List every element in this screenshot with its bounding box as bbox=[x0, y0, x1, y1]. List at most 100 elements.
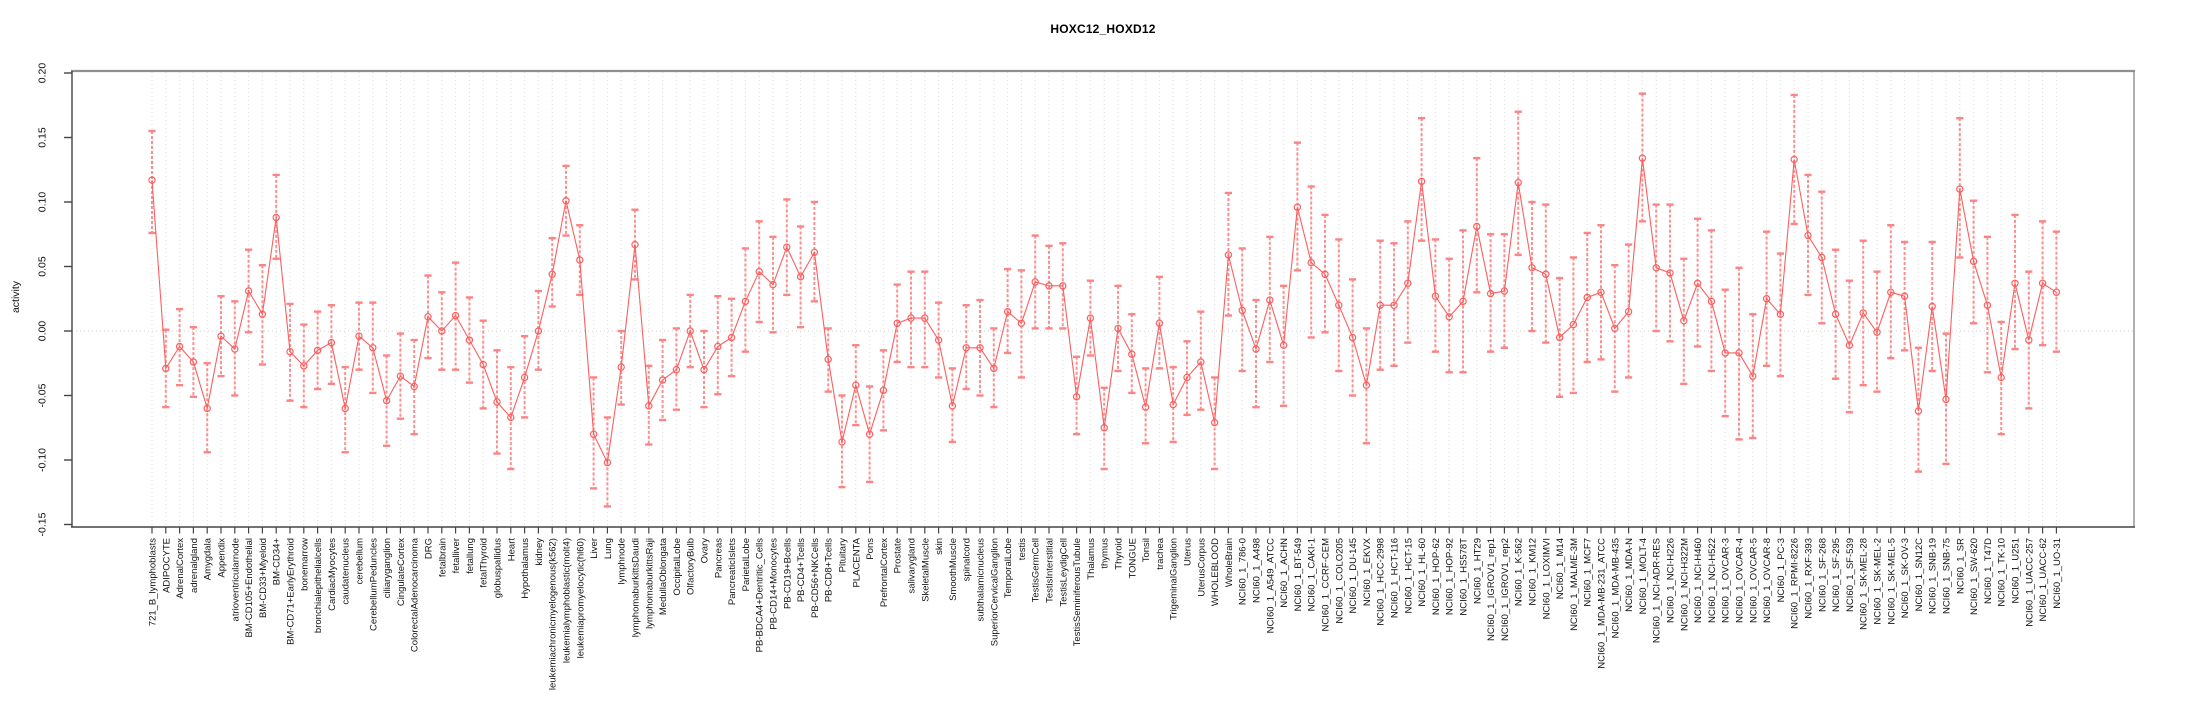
x-ticks bbox=[151, 527, 2057, 534]
x-category-label: BM-CD33+Myeloid bbox=[258, 538, 269, 618]
x-category-label: NCI60_1_UO-31 bbox=[2052, 538, 2063, 609]
data-point bbox=[1845, 341, 1854, 349]
data-point bbox=[1100, 424, 1108, 432]
y-tick-labels: 0.20 0.15 0.10 0.05 0.00 -0.05 -0.10 -0.15 bbox=[37, 63, 49, 537]
data-point bbox=[424, 313, 432, 321]
x-category-label: NCI60_1_HCT-15 bbox=[1403, 538, 1414, 614]
x-category-label: ParietalLobe bbox=[741, 538, 752, 591]
data-point bbox=[562, 197, 570, 205]
x-category-label: AdrenalCortex bbox=[175, 538, 186, 599]
y-tick-label: 0.05 bbox=[37, 256, 49, 277]
data-point bbox=[231, 345, 239, 353]
x-category-label: BM-CD71+EarlyErythroid bbox=[286, 538, 297, 645]
x-category-label: CardiacMyocytes bbox=[327, 538, 338, 611]
x-category-label: lymphnode bbox=[617, 538, 628, 584]
x-category-label: Appendix bbox=[217, 538, 228, 578]
x-category-label: NCI60_1_SN12C bbox=[1914, 538, 1925, 612]
data-point bbox=[341, 404, 349, 413]
data-point bbox=[1790, 155, 1798, 164]
x-category-label: NCI60_1_HOP-62 bbox=[1431, 538, 1442, 615]
x-category-label: NCI60_1_HCT-116 bbox=[1390, 538, 1401, 618]
x-tick-labels: 721_B_lymphoblasts ADIPOCYTE AdrenalCortex… bbox=[148, 537, 2063, 690]
x-category-label: NCI60_1_SK-MEL-2 bbox=[1873, 538, 1884, 625]
x-category-label: fetallung bbox=[465, 538, 476, 574]
x-category-label: thymus bbox=[1100, 538, 1111, 569]
data-point bbox=[217, 332, 225, 340]
data-point bbox=[175, 342, 184, 351]
data-point bbox=[1528, 264, 1536, 272]
data-point bbox=[1431, 292, 1440, 300]
data-point bbox=[1321, 270, 1329, 278]
x-category-label: TestisGermCell bbox=[1031, 538, 1042, 602]
data-point bbox=[1486, 289, 1495, 298]
x-category-label: NCI60_1_U251 bbox=[2011, 538, 2022, 604]
x-category-label: NCI60_1_SR bbox=[1955, 538, 1966, 594]
y-tick-label: -0.15 bbox=[37, 512, 49, 536]
data-point bbox=[1500, 287, 1509, 295]
data-point bbox=[1969, 257, 1978, 266]
data-point bbox=[396, 372, 405, 380]
x-category-label: TemporalLobe bbox=[1003, 538, 1014, 598]
data-point bbox=[1624, 307, 1633, 316]
data-point bbox=[990, 364, 998, 373]
x-category-label: NCI60_1_MOLT-4 bbox=[1638, 538, 1649, 614]
data-point bbox=[1348, 333, 1357, 342]
data-point bbox=[769, 280, 777, 289]
x-category-label: 721_B_lymphoblasts bbox=[148, 538, 159, 626]
x-category-label: Ovary bbox=[700, 538, 711, 564]
data-point bbox=[203, 404, 211, 413]
data-point bbox=[1017, 319, 1026, 327]
x-category-label: PB-CD19+Bcells bbox=[782, 538, 793, 609]
x-category-label: TestisLeydigCell bbox=[1058, 538, 1069, 607]
x-category-label: DRG bbox=[424, 538, 435, 559]
data-point bbox=[617, 363, 625, 371]
data-point bbox=[1514, 178, 1522, 187]
data-point bbox=[1031, 278, 1039, 286]
data-point bbox=[852, 381, 860, 389]
data-point bbox=[410, 382, 418, 391]
data-point bbox=[1128, 350, 1136, 358]
x-category-label: TestisSeminiferousTubule bbox=[1072, 538, 1083, 646]
x-category-label: NCI60_1_A549_ATCC bbox=[1265, 538, 1276, 634]
x-category-label: NCI60_1_RXF-393 bbox=[1804, 538, 1815, 619]
y-ticks bbox=[64, 72, 72, 526]
x-category-label: OlfactoryBulb bbox=[686, 538, 697, 595]
data-point bbox=[879, 386, 888, 395]
x-category-label: kidney bbox=[534, 538, 545, 566]
x-category-label: NCI60_1_MCF7 bbox=[1583, 538, 1594, 607]
y-tick-label: 0.20 bbox=[37, 63, 49, 84]
x-category-label: PB-CD56+NKCells bbox=[810, 538, 821, 618]
data-point bbox=[162, 364, 170, 373]
y-tick-label: -0.10 bbox=[37, 448, 49, 472]
data-point bbox=[369, 344, 377, 352]
x-category-label: fetalbrain bbox=[437, 538, 448, 577]
data-point bbox=[1542, 270, 1550, 278]
x-category-label: NCI60_1_MALME-3M bbox=[1569, 538, 1580, 631]
x-category-label: UterusCorpus bbox=[1196, 538, 1207, 597]
data-point bbox=[1818, 253, 1826, 262]
data-point bbox=[576, 256, 584, 264]
x-category-label: NCI60_1_NCI-H226 bbox=[1666, 538, 1677, 623]
x-category-label: NCI60_1_M14 bbox=[1555, 538, 1566, 599]
data-point bbox=[672, 366, 681, 374]
data-point bbox=[1210, 418, 1219, 427]
data-point bbox=[907, 314, 915, 322]
data-point bbox=[1059, 282, 1067, 290]
data-point bbox=[382, 396, 391, 405]
x-category-label: Liver bbox=[589, 538, 600, 559]
data-point bbox=[189, 358, 198, 366]
x-category-label: Prostate bbox=[893, 538, 904, 573]
x-category-label: NCI60_1_CCRF-CEM bbox=[1321, 538, 1332, 632]
x-category-label: Thalamus bbox=[1086, 538, 1097, 580]
x-category-label: PB-BDCA4+Dentritic_Cells bbox=[755, 538, 766, 653]
data-point bbox=[313, 346, 322, 355]
x-category-label: CerebellumPeduncles bbox=[368, 538, 379, 631]
data-point bbox=[921, 314, 929, 322]
data-point bbox=[838, 438, 846, 446]
x-category-label: PLACENTA bbox=[851, 537, 862, 587]
x-category-label: NCI60_1_HCC-2998 bbox=[1376, 538, 1387, 626]
x-category-label: bonemarrow bbox=[299, 538, 310, 591]
x-category-label: cerebellum bbox=[355, 538, 366, 585]
